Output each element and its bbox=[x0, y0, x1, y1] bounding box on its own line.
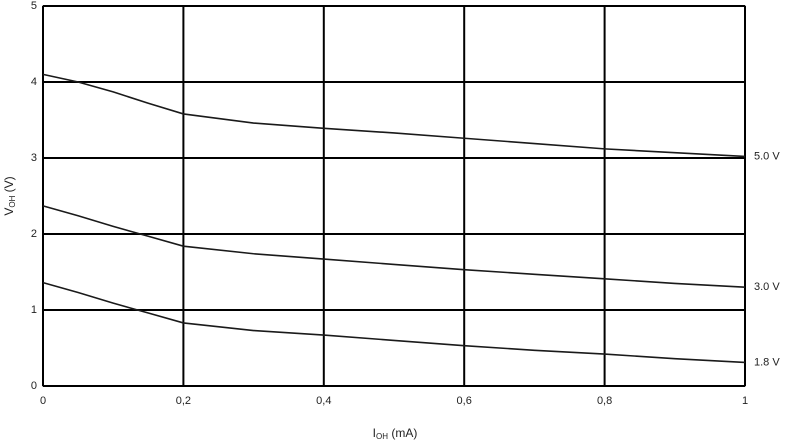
y-tick-label: 1 bbox=[31, 304, 37, 316]
x-title-main: I bbox=[373, 426, 376, 440]
y-tick-label: 0 bbox=[31, 380, 37, 392]
series-label: 1.8 V bbox=[754, 356, 780, 368]
y-tick-label: 4 bbox=[31, 76, 37, 88]
x-tick-label: 1 bbox=[742, 395, 748, 407]
y-axis-title: VOH (V) bbox=[2, 176, 17, 215]
y-title-sub: OH bbox=[8, 195, 17, 207]
y-tick-label: 5 bbox=[31, 0, 37, 12]
x-tick-label: 0 bbox=[40, 395, 46, 407]
series-line bbox=[42, 205, 746, 288]
series-line bbox=[42, 281, 746, 364]
y-title-unit: (V) bbox=[2, 176, 16, 195]
x-tick-label: 0,6 bbox=[457, 395, 472, 407]
x-axis-title: IOH (mA) bbox=[373, 426, 418, 441]
x-tick-label: 0,2 bbox=[176, 395, 191, 407]
series-label: 3.0 V bbox=[754, 281, 780, 293]
x-title-unit: (mA) bbox=[388, 426, 417, 440]
y-title-main: V bbox=[2, 208, 16, 216]
x-title-sub: OH bbox=[376, 432, 388, 441]
series-line bbox=[42, 73, 746, 158]
y-tick-label: 3 bbox=[31, 152, 37, 164]
x-tick-label: 0,4 bbox=[316, 395, 331, 407]
series-label: 5.0 V bbox=[754, 150, 780, 162]
y-tick-label: 2 bbox=[31, 228, 37, 240]
x-tick-label: 0,8 bbox=[597, 395, 612, 407]
plot-area bbox=[42, 5, 746, 387]
